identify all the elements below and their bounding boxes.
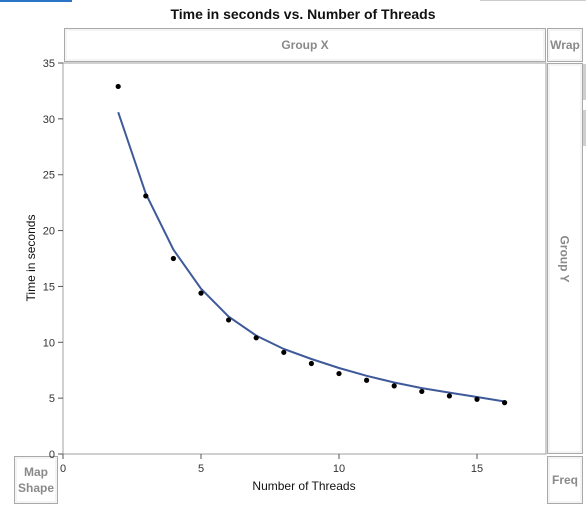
x-tick-label: 15 [471,463,483,475]
data-point [308,360,314,367]
data-point [115,83,121,90]
y-tick-label: 30 [43,114,55,126]
data-point [364,377,370,383]
map-shape-label-line2: Shape [17,481,54,495]
x-tick-label: 10 [333,463,345,475]
y-axis-label: Time in seconds [24,215,38,302]
wrap-label: Wrap [550,38,580,52]
data-point [419,388,425,395]
y-tick-label: 10 [43,337,55,349]
data-point [281,349,287,355]
fit-curve-line [117,111,505,403]
chart-title: Time in seconds vs. Number of Threads [170,6,436,22]
data-point [253,335,259,341]
data-point [446,393,452,399]
y-tick-label: 25 [43,170,55,182]
x-axis-label: Number of Threads [252,479,355,493]
data-point [336,370,342,377]
right-edge-handle [583,110,586,146]
top-divider [480,0,586,1]
data-point [474,396,480,402]
data-point [502,400,508,406]
map-shape-drop-zone[interactable]: Map Shape [14,456,58,504]
y-tick-label: 35 [43,58,55,70]
y-tick-label: 15 [43,281,55,293]
data-point [391,383,397,389]
y-tick-label: 20 [43,226,55,238]
wrap-drop-zone[interactable]: Wrap [547,28,583,62]
freq-label: Freq [551,473,578,487]
x-tick-label: 5 [198,463,204,475]
map-shape-label-line1: Map [24,465,48,479]
data-point [198,290,204,296]
right-edge-handle [583,64,586,100]
x-tick-label: 0 [60,463,66,475]
freq-drop-zone[interactable]: Freq [547,456,583,504]
data-point [226,317,232,323]
y-tick-label: 5 [49,393,55,405]
top-accent-bar [0,0,72,2]
group-y-drop-zone[interactable]: Group Y [547,63,583,454]
plot-frame [62,62,547,455]
data-point [143,193,149,199]
data-point [170,255,176,262]
group-x-drop-zone[interactable]: Group X [64,28,546,62]
y-tick-label: 0 [49,449,55,461]
group-x-label: Group X [281,38,329,52]
